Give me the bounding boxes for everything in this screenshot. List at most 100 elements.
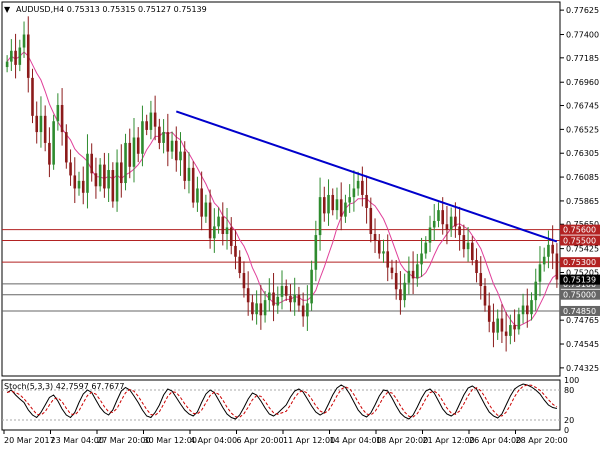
candle-body — [213, 226, 216, 239]
trendline-group[interactable] — [175, 110, 558, 243]
candle-body — [386, 251, 390, 268]
candle-body — [428, 227, 432, 243]
stoch-main-line — [6, 383, 558, 420]
candle-body — [191, 167, 195, 203]
candle-body — [103, 164, 106, 189]
candle-body — [365, 194, 368, 208]
candle-body — [229, 227, 233, 246]
level-tag-bg — [560, 224, 600, 235]
price-axis: 0.77625 0.77400 0.77185 0.76960 0.76745 0.765… — [560, 6, 599, 373]
price-tick-label: 0.75205 — [566, 268, 599, 277]
candle-body — [487, 305, 491, 322]
candle-body — [475, 260, 478, 274]
time-tick-label: 21 Apr 12:00 — [423, 436, 475, 445]
time-tick-label: 20 Mar 2017 — [4, 436, 55, 445]
candle-body — [259, 303, 263, 316]
candle-body — [483, 286, 487, 306]
time-tick-label: 6 Apr 20:00 — [237, 436, 284, 445]
candle-body — [403, 282, 406, 301]
candle-body — [73, 175, 77, 189]
candle-body — [65, 132, 68, 163]
candle-body — [521, 305, 525, 315]
price-tick-label: 0.75425 — [566, 245, 599, 254]
price-tick-label: 0.76305 — [566, 149, 599, 158]
candle-body — [377, 240, 381, 254]
candle-body — [170, 140, 174, 152]
price-panel-frame — [1, 1, 561, 377]
candle-body — [297, 294, 301, 306]
candle-body — [56, 104, 60, 122]
candle-body — [399, 289, 402, 301]
time-tick-label: 28 Apr 20:00 — [516, 436, 568, 445]
price-tick-label: 0.74765 — [566, 316, 599, 325]
candle-body — [162, 132, 165, 143]
candle-body — [449, 216, 453, 230]
candle-body — [90, 153, 93, 174]
candle-body — [81, 180, 85, 193]
candle-body — [128, 142, 132, 167]
trendline — [175, 110, 558, 243]
candle-body — [153, 112, 157, 127]
stoch-panel-frame — [1, 379, 561, 431]
candle-body — [432, 220, 436, 228]
level-tag-label: 0.75500 — [563, 236, 596, 245]
symbol-header: AUDUSD,H4 0.75313 0.75315 0.75127 0.7513… — [16, 5, 207, 14]
candle-body — [534, 281, 538, 301]
candle-body — [141, 121, 144, 154]
candle-body — [208, 202, 212, 239]
candle-body — [420, 253, 423, 265]
candle-body — [284, 286, 288, 296]
candle-body — [217, 216, 220, 227]
candle-body — [496, 318, 499, 333]
candle-body — [111, 170, 115, 202]
candle-body — [492, 321, 495, 333]
candle-body — [179, 151, 182, 161]
candle-body — [268, 292, 271, 301]
time-tick-label: 4 Apr 04:00 — [190, 436, 237, 445]
candle-body — [407, 270, 411, 283]
candle-body — [14, 50, 17, 65]
candle-body — [306, 303, 309, 317]
candle-body — [31, 77, 34, 116]
level-tag-bg — [560, 305, 600, 316]
price-tick-label: 0.76525 — [566, 125, 599, 134]
candle-body — [149, 112, 153, 130]
candle-body — [509, 325, 512, 336]
candle-body — [458, 226, 461, 236]
candle-body — [22, 34, 26, 48]
candle-body — [479, 273, 483, 287]
candle-body — [204, 202, 208, 217]
candle-body — [234, 245, 237, 257]
level-tag-bg — [560, 235, 600, 246]
candle-body — [441, 210, 445, 225]
candle-body — [158, 126, 161, 143]
candle-body — [60, 104, 64, 133]
candle-body — [416, 264, 419, 279]
time-tick-label: 30 Mar 12:00 — [144, 436, 197, 445]
candle-body — [246, 288, 250, 303]
candle-body — [187, 167, 191, 181]
candle-body — [52, 121, 55, 165]
candle-body — [382, 251, 385, 254]
price-tick-label: 0.76745 — [566, 102, 599, 111]
candle-body — [445, 224, 449, 230]
candle-body — [462, 235, 466, 250]
level-tag-label: 0.75000 — [563, 291, 596, 300]
candle-body — [98, 164, 102, 187]
candle-body — [174, 140, 178, 161]
candle-body — [517, 314, 521, 330]
candle-body — [263, 300, 267, 316]
candle-body — [318, 197, 322, 236]
candle-body — [344, 202, 347, 217]
candle-body — [145, 121, 148, 130]
candle-body — [424, 242, 428, 254]
candle-body — [454, 216, 457, 227]
candle-body — [136, 137, 140, 154]
symbol-dropdown-arrow[interactable]: ▼ — [4, 5, 11, 14]
candle-body — [525, 305, 529, 315]
candle-body — [39, 115, 43, 133]
candle-body — [35, 115, 39, 133]
price-tick-label: 0.76085 — [566, 173, 599, 182]
